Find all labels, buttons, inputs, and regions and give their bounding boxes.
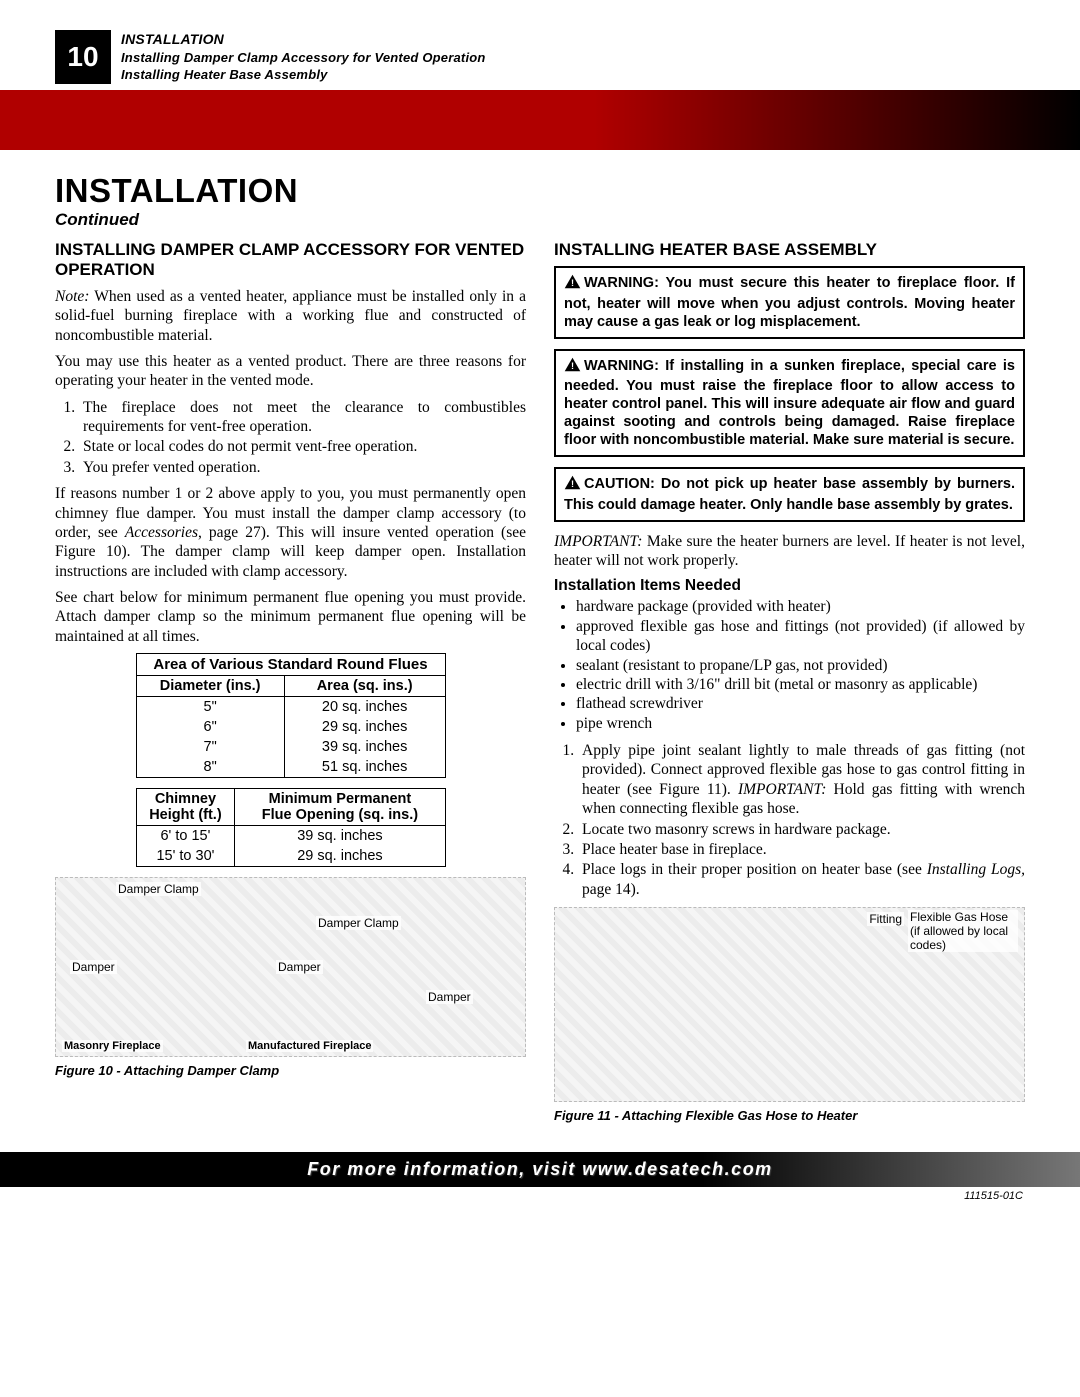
fig-label-damper: Damper	[70, 960, 117, 974]
figure-10-caption: Figure 10 - Attaching Damper Clamp	[55, 1063, 526, 1078]
svg-text:!: !	[571, 278, 574, 288]
header-text: INSTALLATION Installing Damper Clamp Acc…	[111, 30, 486, 84]
list-item: sealant (resistant to propane/LP gas, no…	[576, 656, 1025, 675]
caution-box: !CAUTION: Do not pick up heater base ass…	[554, 467, 1025, 521]
right-heading: INSTALLING HEATER BASE ASSEMBLY	[554, 240, 1025, 260]
list-item: electric drill with 3/16" drill bit (met…	[576, 675, 1025, 694]
left-p1: You may use this heater as a vented prod…	[55, 352, 526, 391]
fig-label-hose: Flexible Gas Hose (if allowed by local c…	[908, 910, 1018, 952]
s4c: page 14).	[582, 881, 640, 898]
fig-label-damper-2: Damper	[276, 960, 323, 974]
table2-h2: Minimum Permanent Flue Opening (sq. ins.…	[235, 789, 445, 826]
table1-h1: Diameter (ins.)	[136, 676, 284, 697]
header-line-2: Installing Damper Clamp Accessory for Ve…	[121, 49, 486, 67]
figure-11: Fitting Flexible Gas Hose (if allowed by…	[554, 907, 1025, 1132]
fig-label-fitting: Fitting	[867, 912, 904, 926]
left-column: INSTALLING DAMPER CLAMP ACCESSORY FOR VE…	[55, 240, 526, 1132]
warning-icon: !	[564, 274, 581, 294]
s4a: Place logs in their proper position on h…	[582, 861, 927, 878]
list-item: Apply pipe joint sealant lightly to male…	[578, 741, 1025, 819]
list-item: You prefer vented operation.	[79, 458, 526, 477]
figure-11-caption: Figure 11 - Attaching Flexible Gas Hose …	[554, 1108, 1025, 1123]
fig-label-manufactured: Manufactured Fireplace	[246, 1040, 373, 1052]
warning-box-1: !WARNING: You must secure this heater to…	[554, 266, 1025, 338]
footer-bar: For more information, visit www.desatech…	[0, 1152, 1080, 1187]
fig-label-damper-3: Damper	[426, 990, 473, 1004]
table-cell: 20 sq. inches	[284, 697, 445, 718]
continued-label: Continued	[55, 210, 1025, 230]
list-item: Place logs in their proper position on h…	[578, 860, 1025, 899]
table-cell: 7"	[136, 737, 284, 757]
t2h1a: Chimney	[155, 791, 216, 807]
fig-label-damper-clamp: Damper Clamp	[116, 882, 201, 896]
list-item: The fireplace does not meet the clearanc…	[79, 398, 526, 437]
table-cell: 39 sq. inches	[235, 826, 445, 847]
fig-label-damper-clamp-2: Damper Clamp	[316, 916, 401, 930]
table-cell: 15' to 30'	[136, 846, 235, 867]
right-column: INSTALLING HEATER BASE ASSEMBLY ! WARNING…	[554, 240, 1025, 1132]
header-rule	[0, 90, 1080, 150]
left-p3: See chart below for minimum permanent fl…	[55, 588, 526, 646]
table-cell: 39 sq. inches	[284, 737, 445, 757]
important-paragraph: IMPORTANT: Make sure the heater burners …	[554, 532, 1025, 571]
table1-h2: Area (sq. ins.)	[284, 676, 445, 697]
p2-b: Accessories	[125, 524, 198, 541]
s4b: Installing Logs,	[927, 861, 1025, 878]
figure-10-diagram: Damper Clamp Damper Clamp Damper Damper …	[55, 877, 526, 1057]
list-item: flathead screwdriver	[576, 694, 1025, 713]
table-cell: 51 sq. inches	[284, 757, 445, 778]
table-cell: 8"	[136, 757, 284, 778]
items-list: hardware package (provided with heater) …	[576, 597, 1025, 733]
svg-text:!: !	[571, 361, 574, 371]
s1b: IMPORTANT:	[738, 781, 826, 798]
list-item: Place heater base in fireplace.	[578, 840, 1025, 859]
steps-list: Apply pipe joint sealant lightly to male…	[578, 741, 1025, 899]
figure-10: Damper Clamp Damper Clamp Damper Damper …	[55, 877, 526, 1087]
list-item: State or local codes do not permit vent-…	[79, 437, 526, 456]
header-line-1: INSTALLATION	[121, 30, 486, 49]
warn3-label: CAUTION:	[584, 476, 655, 492]
items-heading: Installation Items Needed	[554, 577, 1025, 595]
reasons-list: The fireplace does not meet the clearanc…	[79, 398, 526, 478]
t2h2b: Flue Opening (sq. ins.)	[262, 807, 418, 823]
warn2-label: WARNING:	[584, 358, 659, 374]
left-p2: If reasons number 1 or 2 above apply to …	[55, 484, 526, 581]
columns: INSTALLING DAMPER CLAMP ACCESSORY FOR VE…	[55, 240, 1025, 1132]
list-item: pipe wrench	[576, 714, 1025, 733]
table-cell: 29 sq. inches	[284, 717, 445, 737]
table-cell: 6' to 15'	[136, 826, 235, 847]
document-id: 111515-01C	[55, 1187, 1025, 1202]
fig-label-masonry: Masonry Fireplace	[62, 1040, 163, 1052]
chimney-table: Chimney Height (ft.) Minimum Permanent F…	[136, 788, 446, 867]
note-text: When used as a vented heater, appliance …	[55, 288, 526, 344]
table1-title: Area of Various Standard Round Flues	[136, 654, 445, 676]
table-cell: 5"	[136, 697, 284, 718]
table2-h1: Chimney Height (ft.)	[136, 789, 235, 826]
note-paragraph: Note: When used as a vented heater, appl…	[55, 287, 526, 345]
warning-box-2: !WARNING: If installing in a sunken fire…	[554, 349, 1025, 458]
table-cell: 6"	[136, 717, 284, 737]
left-heading: INSTALLING DAMPER CLAMP ACCESSORY FOR VE…	[55, 240, 526, 281]
note-label: Note:	[55, 288, 89, 305]
header-line-3: Installing Heater Base Assembly	[121, 66, 486, 84]
list-item: hardware package (provided with heater)	[576, 597, 1025, 616]
t2h1b: Height (ft.)	[149, 807, 221, 823]
table-cell: 29 sq. inches	[235, 846, 445, 867]
warning-icon: !	[564, 475, 581, 495]
section-title: INSTALLATION	[55, 172, 1025, 210]
page-number: 10	[55, 30, 111, 84]
warning-icon: !	[564, 357, 581, 377]
list-item: approved flexible gas hose and fittings …	[576, 617, 1025, 656]
svg-text:!: !	[571, 479, 574, 489]
list-item: Locate two masonry screws in hardware pa…	[578, 820, 1025, 839]
figure-11-diagram: Fitting Flexible Gas Hose (if allowed by…	[554, 907, 1025, 1102]
page: 10 INSTALLATION Installing Damper Clamp …	[0, 0, 1080, 1222]
page-header: 10 INSTALLATION Installing Damper Clamp …	[55, 30, 1025, 84]
flue-area-table: Area of Various Standard Round Flues Dia…	[136, 653, 446, 778]
important-label: IMPORTANT:	[554, 533, 642, 550]
warn1-label: WARNING:	[584, 275, 659, 291]
t2h2a: Minimum Permanent	[269, 791, 412, 807]
